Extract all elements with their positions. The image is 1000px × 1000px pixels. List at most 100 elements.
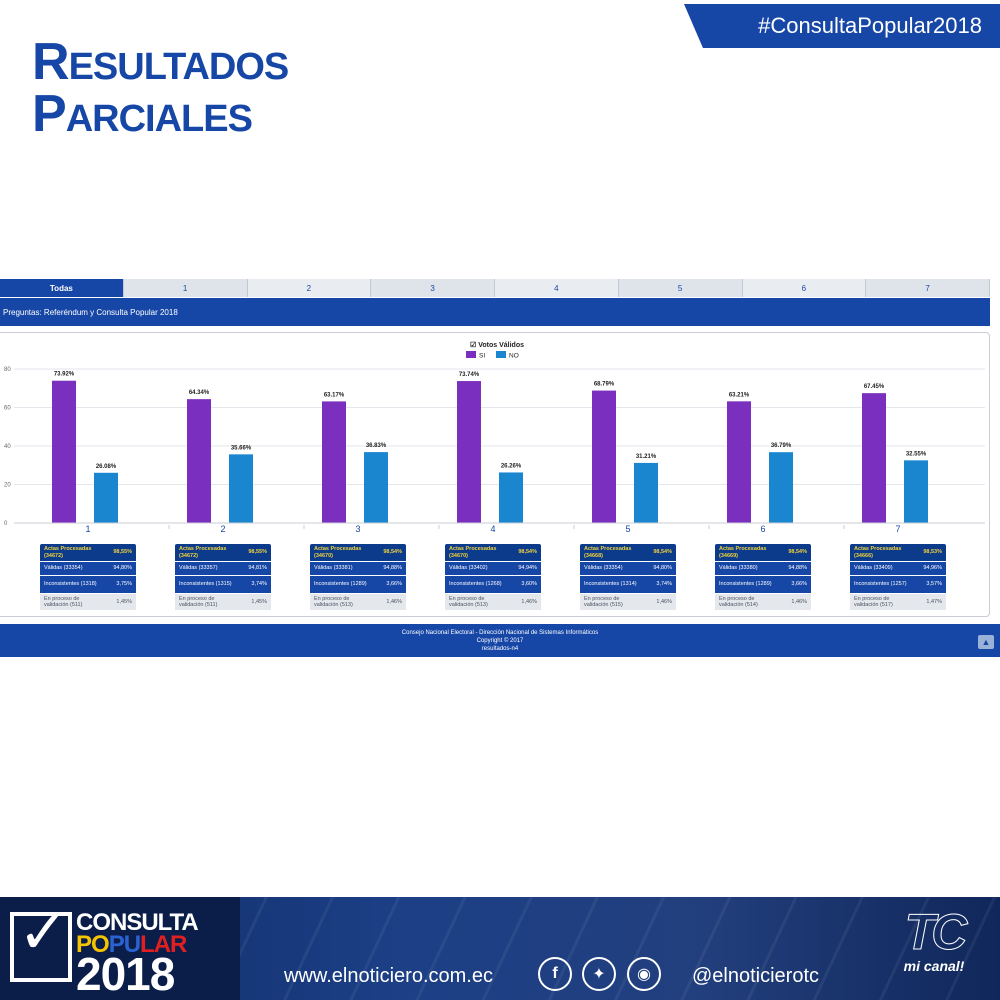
data-label-no-2: 35.66% [231,445,252,451]
logo-consulta-text: CONSULTA [76,909,199,936]
stats-value: 1,46% [656,598,672,605]
stats-row-procesadas: Actas Procesadas (34666) 98,53% [850,544,946,561]
stats-row-procesadas: Actas Procesadas (34669) 98,54% [715,544,811,561]
stats-row-procesadas: Actas Procesadas (34672) 98,55% [40,544,136,561]
stats-row-procesadas: Actas Procesadas (34670) 98,54% [310,544,406,561]
stats-value: 98,55% [113,549,132,556]
stats-label: Inconsistentes (1318) [44,581,97,588]
tab-7[interactable]: 7 [866,279,990,297]
stats-row-validas: Válidas (33380) 94,88% [715,561,811,575]
legend-swatch-no [496,351,506,358]
stats-value: 98,53% [923,549,942,556]
bar-no-7 [904,460,928,523]
data-label-si-7: 67.45% [864,384,885,390]
stats-label: En proceso de validación (513) [314,595,353,609]
question-tabs: Todas 1 2 3 4 5 6 7 [0,279,990,297]
scroll-top-button[interactable]: ▲ [978,635,994,649]
stats-value: 3,60% [521,581,537,588]
bar-si-5 [592,390,616,523]
facebook-icon[interactable]: f [538,957,572,991]
stats-label: Inconsistentes (1289) [314,581,367,588]
footer-line-1: Consejo Nacional Electoral - Dirección N… [401,630,599,636]
tc-tagline: mi canal! [903,958,965,974]
tab-todas[interactable]: Todas [0,279,124,297]
stats-row-proceso: En proceso de validación (511) 1,45% [40,593,136,610]
stats-row-inconsistentes: Inconsistentes (1318) 3,75% [40,575,136,593]
stats-box-3: Actas Procesadas (34670) 98,54% Válidas (3… [310,544,406,610]
stats-value: 94,94% [518,565,537,572]
stats-row-proceso: En proceso de validación (517) 1,47% [850,593,946,610]
x-tick-label: 4 [490,524,495,533]
stats-label: Válidas (33354) [584,565,623,572]
checkmark-icon: ✓ [18,899,69,966]
instagram-icon[interactable]: ◉ [627,957,661,991]
stats-value: 94,81% [248,565,267,572]
stats-row-inconsistentes: Inconsistentes (1289) 3,66% [715,575,811,593]
stats-value: 3,74% [251,581,267,588]
x-tick-label: 3 [355,524,360,533]
stats-value: 98,54% [653,549,672,556]
tab-6[interactable]: 6 [742,279,867,297]
stats-label: En proceso de validación (511) [179,595,218,609]
chart-panel: 0 20 40 60 80 ☑ Votos Válidos SI NO 73.92% 26.0… [0,332,990,617]
twitter-icon[interactable]: ✦ [582,957,616,991]
stats-row-procesadas: Actas Procesadas (34668) 98,54% [580,544,676,561]
stats-label: Válidas (33380) [719,565,758,572]
bar-si-6 [727,401,751,523]
stats-label: En proceso de validación (515) [584,595,623,609]
stats-label: Válidas (33357) [179,565,218,572]
stats-label: Inconsistentes (1315) [179,581,232,588]
page-title: Resultados Parciales [32,36,289,143]
website-link[interactable]: www.elnoticiero.com.ec [284,965,493,987]
results-screenshot: Todas 1 2 3 4 5 6 7 Preguntas: Referéndu… [0,275,1000,657]
bar-no-2 [229,454,253,523]
data-label-si-2: 64.34% [189,390,210,396]
stats-value: 98,55% [248,549,267,556]
tab-5[interactable]: 5 [619,279,743,297]
stats-label: Actas Procesadas (34668) [584,546,632,559]
stats-box-7: Actas Procesadas (34666) 98,53% Válidas (3… [850,544,946,610]
stats-value: 94,80% [653,565,672,572]
stats-row-procesadas: Actas Procesadas (34670) 98,54% [445,544,541,561]
stats-value: 98,54% [383,549,402,556]
title-line-2: Parciales [32,85,253,143]
stats-row-proceso: En proceso de validación (511) 1,45% [175,593,271,610]
stats-value: 1,45% [116,598,132,605]
x-tick-label: 6 [760,524,765,533]
bar-chart: 0 20 40 60 80 ☑ Votos Válidos SI NO 73.92% 26.0… [4,341,985,533]
stats-label: En proceso de validación (514) [719,595,758,609]
tab-2[interactable]: 2 [247,279,372,297]
stats-row-inconsistentes: Inconsistentes (1268) 3,60% [445,575,541,593]
tab-1[interactable]: 1 [124,279,248,297]
tab-3[interactable]: 3 [371,279,495,297]
social-handle[interactable]: @elnoticierotc [692,965,820,987]
stats-row-procesadas: Actas Procesadas (34672) 98,55% [175,544,271,561]
stats-row-validas: Válidas (33381) 94,88% [310,561,406,575]
stats-label: Válidas (33402) [449,565,488,572]
stats-label: En proceso de validación (513) [449,595,488,609]
stats-label: Válidas (33381) [314,565,353,572]
stats-row-validas: Válidas (33357) 94,81% [175,561,271,575]
x-tick-label: 5 [625,524,630,533]
stats-label: Inconsistentes (1257) [854,581,907,588]
stats-label: Actas Procesadas (34670) [314,546,362,559]
stats-row-inconsistentes: Inconsistentes (1289) 3,66% [310,575,406,593]
stats-value: 3,66% [386,581,402,588]
stats-row-proceso: En proceso de validación (513) 1,46% [310,593,406,610]
legend-swatch-si [466,351,476,358]
bar-si-4 [457,381,481,523]
x-tick-label: 1 [85,524,90,533]
x-tick-label: 7 [895,524,900,533]
results-footer: Consejo Nacional Electoral - Dirección N… [0,624,1000,657]
stats-row-validas: Válidas (33354) 94,80% [580,561,676,575]
stats-value: 1,46% [521,598,537,605]
stats-label: Inconsistentes (1268) [449,581,502,588]
tab-4[interactable]: 4 [495,279,619,297]
question-title-bar: Preguntas: Referéndum y Consulta Popular… [0,298,990,326]
stats-value: 3,66% [791,581,807,588]
stats-row-validas: Válidas (33409) 94,96% [850,561,946,575]
stats-row-validas: Válidas (33354) 94,80% [40,561,136,575]
data-label-si-1: 73.92% [54,372,75,378]
bar-si-7 [862,393,886,523]
stats-value: 94,88% [383,565,402,572]
